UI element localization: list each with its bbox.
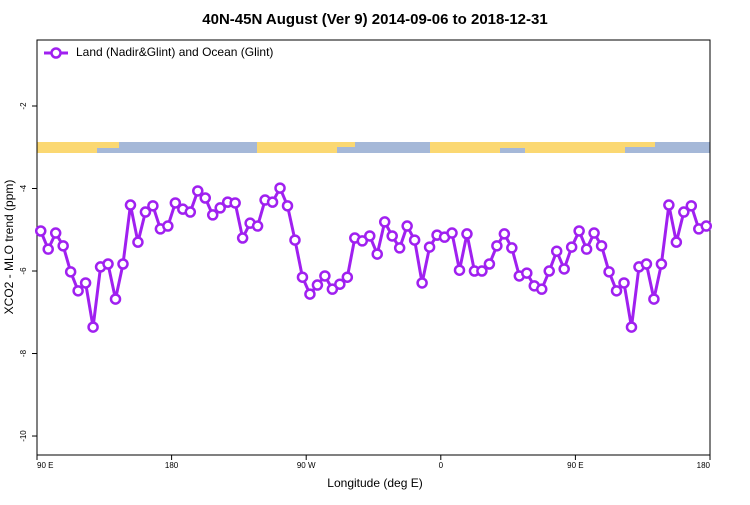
point (34, 225, 47, 237)
x-axis-label: Longitude (deg E) (327, 476, 422, 490)
point (558, 263, 570, 275)
plot-frame (36, 39, 711, 456)
point (206, 209, 219, 221)
point (229, 197, 241, 209)
point (580, 243, 593, 255)
point (334, 278, 346, 290)
point (236, 232, 249, 244)
point (595, 240, 608, 252)
point (401, 220, 413, 232)
x-tick-label: 180 (697, 461, 711, 470)
point (139, 206, 152, 218)
point (147, 200, 159, 212)
point (550, 245, 563, 257)
point (341, 271, 354, 283)
chart-title: 40N-45N August (Ver 9) 2014-09-06 to 201… (202, 11, 547, 28)
legend-label: Land (Nadir&Glint) and Ocean (Glint) (76, 45, 273, 59)
point (49, 227, 62, 239)
point (87, 321, 99, 333)
point (491, 240, 503, 252)
x-tick-label: 90 E (37, 461, 53, 470)
y-tick-label: -6 (19, 267, 28, 275)
point (536, 283, 548, 295)
point (192, 185, 204, 197)
point (700, 220, 713, 232)
point (476, 265, 488, 277)
point (573, 225, 585, 237)
point (618, 277, 630, 289)
point (670, 236, 683, 248)
point (326, 283, 339, 295)
y-axis-label: XCO2 - MLO trend (ppm) (2, 180, 16, 315)
point (416, 277, 428, 289)
point (281, 200, 294, 212)
y-tick-label: -4 (19, 184, 28, 192)
x-tick-label: 90 W (297, 461, 316, 470)
point (393, 242, 406, 254)
point (199, 192, 211, 204)
point (446, 227, 458, 239)
point (117, 258, 129, 270)
point (102, 258, 114, 270)
legend-marker (50, 47, 62, 59)
point (289, 234, 301, 246)
point (109, 293, 122, 305)
x-tick-label: 90 E (567, 461, 583, 470)
point (678, 206, 690, 218)
point (565, 241, 578, 253)
point (610, 285, 623, 297)
point (79, 277, 92, 289)
y-tick-label: -2 (19, 102, 28, 110)
point (461, 228, 473, 240)
point (184, 206, 197, 218)
point (386, 230, 398, 242)
point (655, 258, 668, 270)
point (169, 197, 182, 209)
point (685, 200, 698, 212)
point (266, 196, 279, 208)
point (378, 216, 391, 228)
point (506, 242, 518, 254)
point (214, 202, 226, 214)
point (408, 234, 421, 246)
surface-strip (37, 142, 710, 153)
point (663, 199, 675, 211)
x-tick-label: 0 (439, 461, 444, 470)
x-tick-label: 180 (165, 461, 179, 470)
y-tick-label: -10 (19, 430, 28, 442)
point (498, 228, 511, 240)
y-tick-label: -8 (19, 349, 28, 357)
point (356, 235, 369, 247)
point (42, 243, 54, 255)
point (521, 267, 533, 279)
point (543, 265, 555, 277)
point (319, 270, 331, 282)
point (640, 258, 653, 270)
point (57, 240, 69, 252)
point (371, 248, 383, 260)
point (625, 321, 638, 333)
point (251, 220, 264, 232)
point (64, 266, 77, 278)
point (588, 227, 600, 239)
point (124, 199, 137, 211)
point (304, 288, 316, 300)
point (274, 182, 286, 194)
point (453, 264, 466, 276)
point (162, 220, 174, 232)
point (648, 293, 660, 305)
point (296, 271, 309, 283)
point (132, 236, 144, 248)
point (483, 258, 496, 270)
point (72, 285, 84, 297)
point (311, 279, 324, 291)
point (423, 241, 436, 253)
point (364, 230, 376, 242)
point (603, 266, 615, 278)
